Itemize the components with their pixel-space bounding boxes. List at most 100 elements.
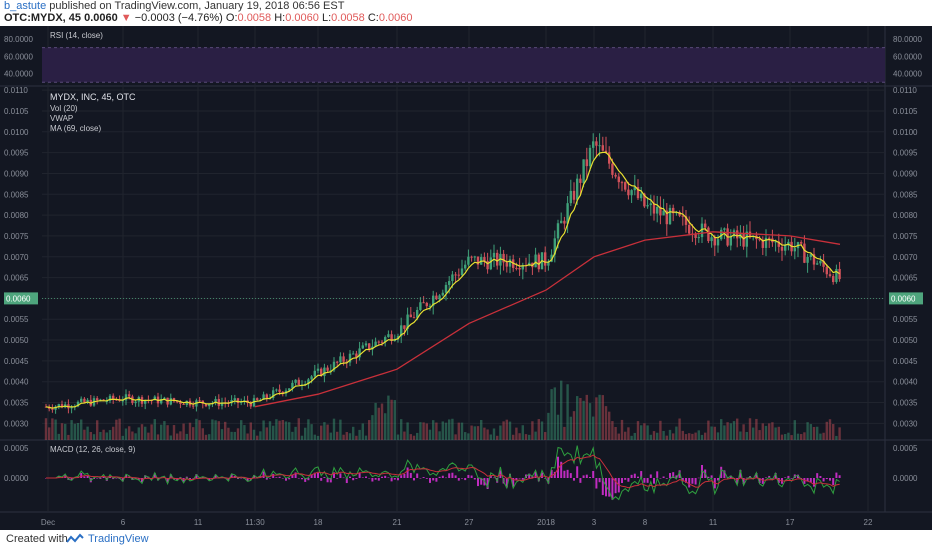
volume-bar: [422, 422, 425, 440]
symbol-label: OTC:MYDX, 45: [4, 12, 82, 24]
candle-body: [208, 404, 211, 407]
volume-bar: [348, 433, 352, 440]
macd-hist-bar: [345, 478, 348, 484]
candle-body: [819, 260, 822, 264]
candle-body: [108, 395, 112, 401]
volume-bar: [403, 431, 406, 440]
volume-bar: [368, 420, 371, 440]
volume-bar: [464, 432, 467, 440]
volume-bar: [380, 403, 384, 440]
macd-hist-bar: [384, 475, 387, 478]
indicator-label: MA (69, close): [50, 124, 101, 133]
candle-body: [134, 401, 137, 404]
candle-body: [406, 314, 409, 329]
volume-bar: [115, 419, 118, 440]
down-arrow-icon: ▼: [120, 12, 132, 24]
rsi-tick-left: 60.0000: [4, 52, 33, 61]
macd-hist-bar: [736, 478, 739, 484]
macd-hist-bar: [349, 476, 351, 478]
macd-hist-bar: [784, 477, 787, 478]
candle-body: [96, 398, 99, 401]
volume-bar: [467, 433, 470, 440]
ma-line: [254, 231, 841, 408]
candle-body: [256, 398, 259, 400]
volume-bar: [793, 420, 796, 440]
candle-body: [614, 174, 617, 177]
volume-bar: [428, 429, 432, 440]
tradingview-brand-link[interactable]: TradingView: [88, 533, 149, 545]
macd-hist-bar: [742, 478, 745, 485]
volume-bar: [652, 431, 656, 440]
macd-hist-bar: [505, 478, 508, 488]
macd-hist-bar: [246, 478, 249, 482]
candle-body: [636, 187, 640, 199]
macd-hist-bar: [230, 474, 233, 478]
price-tick-right: 0.0105: [893, 107, 918, 116]
volume-bar: [812, 427, 816, 440]
author-link[interactable]: b_astute: [4, 0, 47, 12]
macd-hist-bar: [486, 478, 489, 490]
volume-bar: [128, 426, 131, 440]
candle-body: [307, 379, 310, 385]
volume-bar: [486, 429, 489, 440]
macd-hist-bar: [227, 478, 230, 481]
volume-bar: [700, 434, 704, 440]
volume-bar: [172, 425, 176, 440]
volume-bar: [297, 418, 300, 440]
candle-body: [182, 403, 185, 405]
candle-body: [172, 398, 176, 402]
macd-hist-bar: [835, 472, 838, 478]
volume-bar: [176, 433, 179, 440]
macd-hist-bar: [281, 477, 284, 479]
volume-bar: [828, 419, 832, 440]
candle-body: [198, 400, 201, 402]
candle-body: [297, 379, 300, 386]
volume-bar: [291, 431, 294, 440]
candle-body: [662, 210, 665, 216]
macd-hist-bar: [397, 478, 399, 481]
volume-bar: [771, 422, 774, 440]
candle-body: [777, 241, 780, 247]
volume-bar: [371, 415, 374, 440]
volume-bar: [108, 430, 112, 440]
candle-body: [611, 163, 614, 175]
candle-body: [374, 341, 377, 347]
price-tick-right: 0.0080: [893, 211, 918, 220]
candle-body: [419, 302, 422, 311]
volume-bar: [44, 418, 48, 440]
macd-hist-bar: [761, 478, 764, 484]
macd-hist-bar: [515, 478, 518, 480]
volume-bar: [739, 431, 742, 440]
volume-bar: [825, 421, 828, 440]
candle-body: [112, 395, 115, 400]
volume-bar: [227, 427, 230, 440]
macd-hist-bar: [569, 473, 572, 478]
macd-hist-bar: [758, 478, 761, 484]
candle-body: [579, 178, 582, 183]
candle-body: [467, 256, 470, 265]
candle-body: [499, 253, 502, 266]
volume-bar: [672, 433, 675, 440]
x-tick-label: 21: [393, 518, 402, 527]
macd-hist-bar: [137, 478, 140, 480]
candle-body: [502, 253, 505, 263]
x-tick-label: 11: [194, 518, 203, 527]
volume-bar: [678, 418, 681, 440]
macd-hist-bar: [406, 467, 409, 478]
candle-body: [665, 210, 668, 225]
chart-area[interactable]: 0.0110 0.0110 0.0105 0.0105 0.0100 0.0100 0.00…: [0, 26, 932, 530]
macd-hist-bar: [646, 478, 649, 483]
candle-body: [329, 370, 332, 372]
open-label: O:: [225, 12, 238, 24]
chart-svg[interactable]: 0.0110 0.0110 0.0105 0.0105 0.0100 0.0100 0.00…: [0, 26, 932, 530]
macd-hist-bar: [563, 470, 566, 478]
volume-bar: [220, 429, 224, 440]
candle-body: [163, 397, 166, 400]
volume-bar: [278, 420, 281, 440]
volume-bar: [60, 423, 64, 440]
volume-bar: [572, 411, 576, 440]
macd-hist-bar: [553, 471, 556, 478]
volume-bar: [656, 432, 659, 440]
macd-hist-bar: [451, 472, 454, 478]
volume-bar: [320, 425, 323, 440]
